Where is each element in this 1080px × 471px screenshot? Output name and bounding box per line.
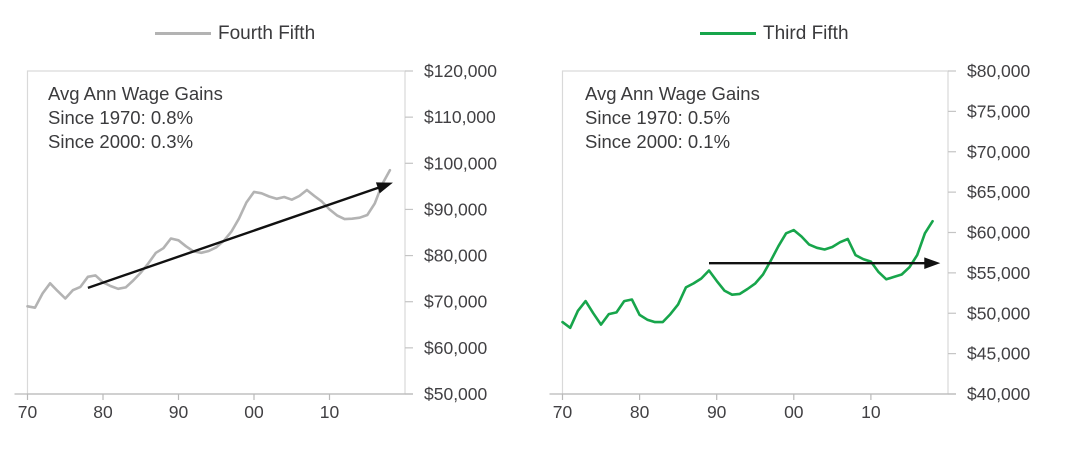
y-axis-label: $50,000 [967, 303, 1031, 323]
plot-border [26, 70, 406, 395]
x-axis-label: 90 [707, 402, 727, 422]
annotation-title: Avg Ann Wage Gains [48, 83, 223, 104]
y-axis-label: $45,000 [967, 344, 1031, 364]
y-axis-label: $80,000 [424, 246, 488, 266]
wage-line-third-fifth [561, 219, 934, 330]
x-axis-label: 00 [784, 402, 804, 422]
x-axis-label: 80 [630, 402, 650, 422]
wage-line-fourth-fifth [26, 168, 392, 310]
y-axis-label: $110,000 [424, 107, 496, 127]
y-axis-label: $70,000 [967, 142, 1031, 162]
y-axis-label: $40,000 [967, 384, 1031, 404]
y-axis-label: $55,000 [967, 263, 1031, 283]
legend-third-fifth: Third Fifth [700, 22, 849, 44]
x-axis-label: 80 [93, 402, 113, 422]
y-axis-label: $70,000 [424, 292, 488, 312]
annotation-since-1970: Since 1970: 0.5% [585, 107, 731, 128]
x-axis-label: 70 [18, 402, 38, 422]
x-axis-label: 90 [169, 402, 189, 422]
trend-arrow [87, 185, 382, 290]
y-axis-label: $120,000 [424, 61, 497, 81]
annotation-fourth-fifth: Avg Ann Wage Gains Since 1970: 0.8% Sinc… [48, 82, 223, 154]
legend-label: Fourth Fifth [218, 22, 316, 44]
y-axis-label: $90,000 [424, 199, 488, 219]
y-axis-label: $100,000 [424, 153, 497, 173]
legend-label: Third Fifth [763, 22, 849, 44]
x-axis-label: 70 [553, 402, 573, 422]
legend-fourth-fifth: Fourth Fifth [155, 22, 316, 44]
x-axis-label: 00 [244, 402, 264, 422]
annotation-since-1970: Since 1970: 0.8% [48, 107, 194, 128]
trend-arrowhead [924, 257, 941, 269]
annotation-since-2000: Since 2000: 0.3% [48, 131, 194, 152]
legend-line-swatch-gray [155, 32, 211, 35]
annotation-since-2000: Since 2000: 0.1% [585, 131, 731, 152]
plot-border [561, 70, 949, 395]
y-axis-label: $75,000 [967, 101, 1031, 121]
y-axis-label: $65,000 [967, 182, 1031, 202]
x-axis-label: 10 [320, 402, 340, 422]
annotation-third-fifth: Avg Ann Wage Gains Since 1970: 0.5% Sinc… [585, 82, 760, 154]
y-axis-label: $80,000 [967, 61, 1031, 81]
y-axis-label: $60,000 [967, 223, 1031, 243]
y-axis-label: $60,000 [424, 338, 488, 358]
trend-arrowhead [375, 182, 393, 194]
legend-line-swatch-green [700, 32, 756, 35]
x-axis-label: 10 [861, 402, 881, 422]
y-axis-label: $50,000 [424, 384, 488, 404]
annotation-title: Avg Ann Wage Gains [585, 83, 760, 104]
